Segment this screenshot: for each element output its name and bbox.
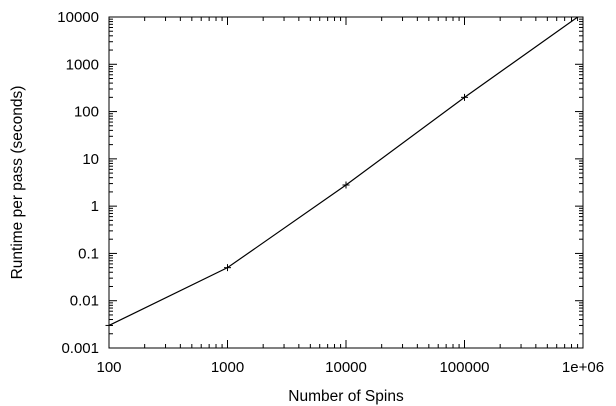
y-tick-label: 100	[74, 104, 99, 121]
x-axis-title: Number of Spins	[288, 388, 404, 405]
y-tick-label: 1	[91, 198, 99, 215]
y-tick-label: 10	[82, 151, 99, 168]
series-line	[109, 17, 579, 326]
y-tick-label: 10000	[57, 9, 99, 26]
axis-ticks	[108, 16, 584, 349]
y-tick-label: 0.1	[78, 245, 99, 262]
x-tick-label: 100	[96, 359, 121, 376]
x-tick-label: 1e+06	[562, 359, 604, 376]
x-tick-label: 1000	[211, 359, 244, 376]
x-tick-label: 10000	[325, 359, 367, 376]
series-layer	[105, 17, 579, 329]
data-point	[461, 93, 468, 101]
tick-labels: 100 1000 10000 100000 1e+06 0.001 0.01 0.1 1 10 10…	[57, 9, 604, 376]
y-tick-label: 0.01	[70, 293, 99, 310]
data-point	[224, 264, 231, 272]
plot-area-frame	[108, 16, 584, 349]
x-tick-label: 100000	[439, 359, 489, 376]
y-axis-title: Runtime per pass (seconds)	[9, 86, 26, 280]
y-tick-label: 0.001	[61, 340, 99, 357]
y-tick-label: 1000	[66, 56, 99, 73]
data-point	[342, 181, 350, 189]
